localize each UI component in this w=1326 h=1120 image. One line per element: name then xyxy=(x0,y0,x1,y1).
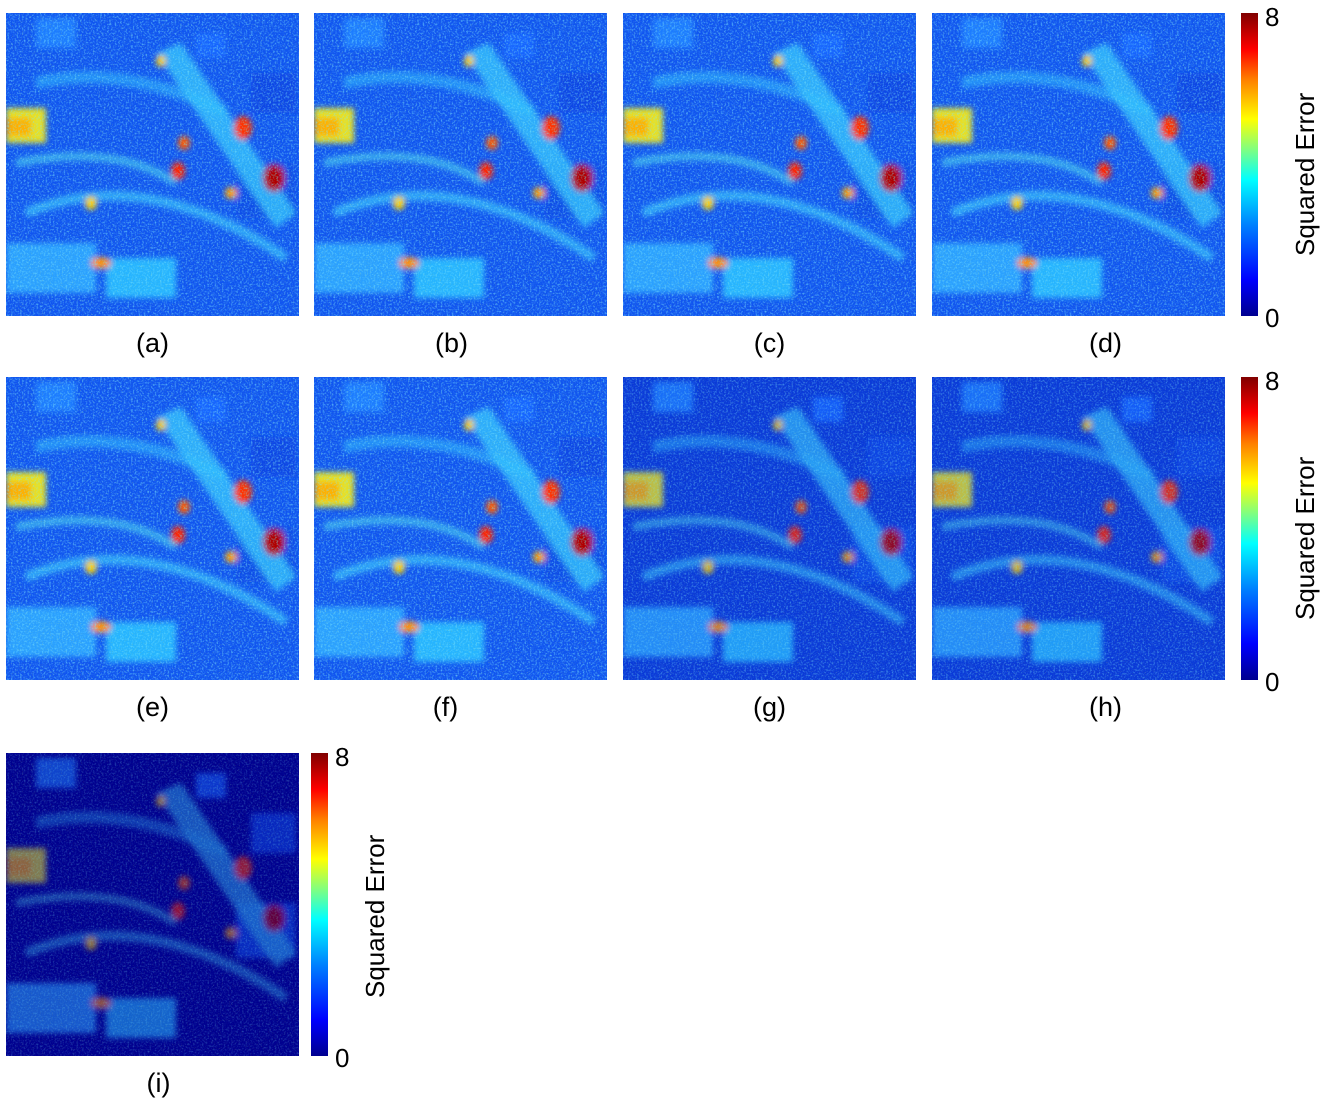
caption-f: (f) xyxy=(432,692,459,722)
colorbar-bottom-min-tick: 0 xyxy=(335,1043,350,1073)
caption-h: (h) xyxy=(1089,692,1122,722)
caption-a: (a) xyxy=(136,328,169,358)
caption-i: (i) xyxy=(146,1068,171,1098)
colorbar-bottom xyxy=(311,753,328,1056)
heatmap-panel-c xyxy=(623,13,916,316)
colorbar-bottom-label: Squared Error xyxy=(360,834,390,998)
colorbar-top-max-tick: 8 xyxy=(1265,2,1280,32)
colorbar-top xyxy=(1241,13,1258,316)
heatmap-panel-b xyxy=(314,13,607,316)
heatmap-panel-g xyxy=(623,377,916,680)
caption-d: (d) xyxy=(1089,328,1122,358)
caption-b: (b) xyxy=(435,328,468,358)
caption-c: (c) xyxy=(753,328,786,358)
caption-g: (g) xyxy=(753,692,786,722)
caption-e: (e) xyxy=(136,692,169,722)
colorbar-middle-max-tick: 8 xyxy=(1265,366,1280,396)
heatmap-panel-h xyxy=(932,377,1225,680)
colorbar-middle xyxy=(1241,377,1258,680)
colorbar-top-label: Squared Error xyxy=(1290,92,1320,256)
heatmap-panel-a xyxy=(6,13,299,316)
colorbar-middle-label: Squared Error xyxy=(1290,456,1320,620)
colorbar-bottom-max-tick: 8 xyxy=(335,742,350,772)
colorbar-top-min-tick: 0 xyxy=(1265,303,1280,333)
heatmap-panel-f xyxy=(314,377,607,680)
heatmap-panel-e xyxy=(6,377,299,680)
heatmap-panel-d xyxy=(932,13,1225,316)
heatmap-panel-i xyxy=(6,753,299,1056)
colorbar-middle-min-tick: 0 xyxy=(1265,667,1280,697)
